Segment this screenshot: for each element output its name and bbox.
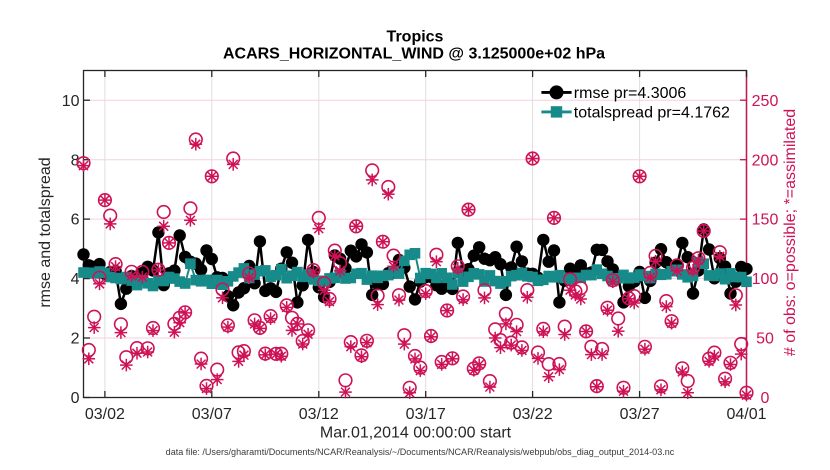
svg-text:# of obs: o=possible; *=assimi: # of obs: o=possible; *=assimilated (782, 109, 799, 356)
svg-text:rmse and totalspread: rmse and totalspread (37, 157, 54, 307)
svg-text:8: 8 (71, 152, 80, 169)
svg-text:03/17: 03/17 (406, 406, 446, 423)
svg-text:Mar.01,2014 00:00:00 start: Mar.01,2014 00:00:00 start (320, 425, 512, 442)
svg-text:03/22: 03/22 (513, 406, 553, 423)
svg-text:Tropics: Tropics (387, 29, 444, 46)
svg-text:totalspread pr=4.1762: totalspread pr=4.1762 (574, 105, 730, 122)
svg-text:6: 6 (71, 212, 80, 229)
svg-text:0: 0 (71, 390, 80, 407)
svg-text:03/07: 03/07 (192, 406, 232, 423)
svg-text:ACARS_HORIZONTAL_WIND @ 3.1250: ACARS_HORIZONTAL_WIND @ 3.125000e+02 hPa (223, 45, 605, 62)
svg-text:10: 10 (62, 93, 80, 110)
svg-text:250: 250 (752, 93, 779, 110)
svg-text:data file: /Users/gharamti/Doc: data file: /Users/gharamti/Documents/NCA… (166, 447, 675, 457)
svg-text:4: 4 (71, 271, 80, 288)
svg-text:0: 0 (761, 390, 770, 407)
svg-text:03/12: 03/12 (299, 406, 339, 423)
svg-text:150: 150 (752, 212, 779, 229)
svg-text:04/01: 04/01 (726, 406, 766, 423)
svg-text:100: 100 (752, 271, 779, 288)
svg-text:03/27: 03/27 (620, 406, 660, 423)
svg-text:50: 50 (756, 331, 774, 348)
svg-text:2: 2 (71, 331, 80, 348)
svg-text:rmse pr=4.3006: rmse pr=4.3006 (574, 85, 687, 102)
svg-text:200: 200 (752, 152, 779, 169)
svg-text:03/02: 03/02 (85, 406, 125, 423)
